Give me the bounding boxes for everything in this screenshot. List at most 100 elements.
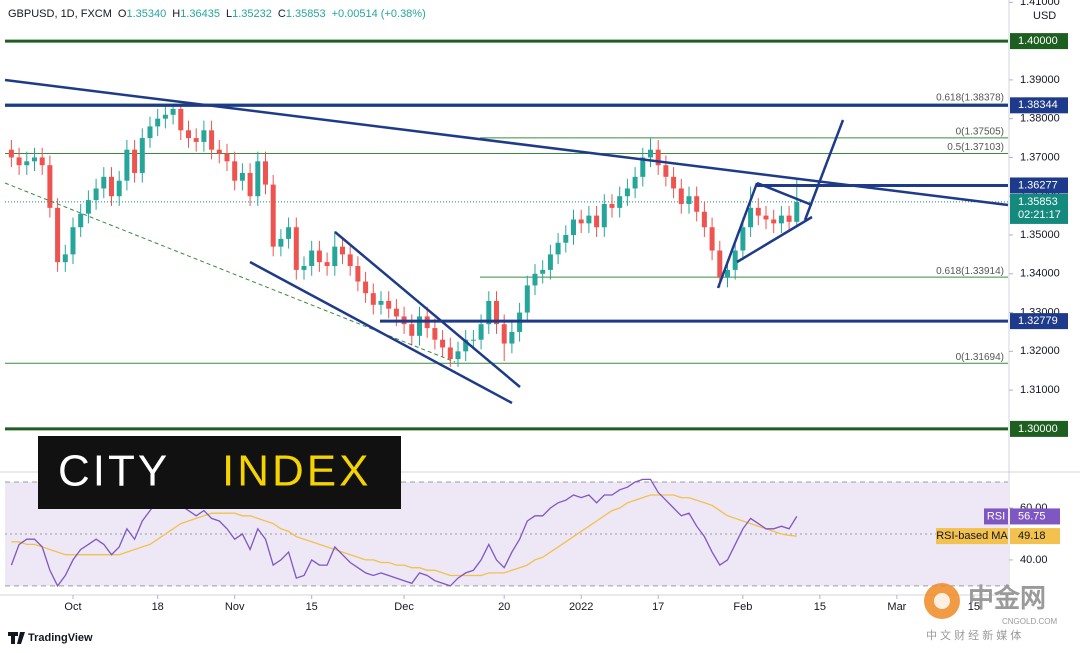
- trendline: [4, 78, 1009, 207]
- x-tick-label: Dec: [394, 601, 414, 613]
- level-tag: [1010, 33, 1068, 50]
- trendline: [803, 119, 845, 221]
- series-name-tag: [984, 508, 1008, 525]
- last-price-tag: [1010, 193, 1068, 224]
- candle-body: [540, 269, 546, 274]
- candle-body: [555, 242, 561, 255]
- currency-label: USD: [1033, 10, 1056, 22]
- header-value: 1.35340: [126, 8, 166, 20]
- tradingview-logo: [8, 632, 25, 644]
- logo-text: CITY: [58, 447, 170, 496]
- candle-body: [162, 114, 168, 119]
- cngold-text: 中金网: [968, 583, 1046, 613]
- candle-body: [416, 316, 422, 336]
- candle-body: [139, 138, 145, 173]
- header: GBPUSD, 1D, FXCM O1.35340 H1.36435 L1.35232…: [8, 8, 426, 20]
- cngold-logo: [934, 593, 950, 609]
- level-tag: [1010, 420, 1068, 437]
- candle-body: [524, 285, 530, 313]
- candle-body: [316, 250, 322, 263]
- candle-body: [686, 196, 692, 204]
- candle-body: [332, 246, 338, 267]
- candle-body: [440, 339, 446, 348]
- candle-body: [547, 254, 553, 270]
- series-line: [11, 494, 797, 577]
- candle-body: [216, 149, 222, 154]
- series-value: 49.18: [1018, 530, 1046, 542]
- header-key: C: [278, 8, 286, 20]
- series-name: RSI: [987, 510, 1005, 522]
- header-value: 1.35232: [232, 8, 272, 20]
- x-tick-label: 15: [814, 601, 826, 613]
- candle-body: [324, 262, 330, 267]
- header-key: O: [118, 8, 127, 20]
- candle-body: [493, 300, 499, 325]
- candle-body: [270, 184, 276, 247]
- x-tick-label: 20: [498, 601, 510, 613]
- y-tick-label: 1.38000: [1020, 113, 1060, 125]
- candle-body: [470, 339, 476, 341]
- x-tick-label: 15: [306, 601, 318, 613]
- y-tick-label: 1.41000: [1020, 0, 1060, 8]
- fib-label: 0(1.31694): [956, 352, 1004, 363]
- candle-body: [247, 172, 253, 197]
- candle-body: [740, 227, 746, 251]
- candle-body: [763, 215, 769, 220]
- trendlines: [4, 78, 1009, 405]
- candle-body: [794, 201, 800, 222]
- candle-body: [601, 203, 607, 228]
- candle-body: [624, 188, 630, 197]
- cngold-tagline: 中 文 财 经 新 媒 体: [926, 628, 1021, 642]
- candle-body: [509, 331, 515, 344]
- series-value: 56.75: [1018, 510, 1046, 522]
- candle-body: [16, 157, 22, 166]
- candle-body: [170, 108, 176, 115]
- candle-body: [755, 207, 761, 216]
- x-tick-label: 18: [152, 601, 164, 613]
- candle-body: [617, 196, 623, 208]
- level-tag-label: 1.36277: [1018, 179, 1058, 191]
- candle-body: [586, 215, 592, 224]
- candle-body: [386, 300, 392, 309]
- candle-body: [409, 324, 415, 336]
- candle-body: [486, 300, 492, 325]
- fib-label: 0.618(1.33914): [936, 266, 1004, 277]
- candle-body: [255, 161, 261, 197]
- candle-body: [647, 149, 653, 158]
- trendline: [736, 215, 813, 264]
- fib-label: 0.5(1.37103): [947, 142, 1004, 153]
- candle-body: [309, 250, 315, 267]
- branding: CITY INDEX TradingView 中金网 CNGOLD.COM 中 …: [8, 436, 1057, 644]
- candle-body: [663, 165, 669, 177]
- candle-body: [570, 219, 576, 235]
- tradingview-text: TradingView: [28, 632, 93, 644]
- candle-body: [339, 246, 345, 255]
- candle-body: [655, 149, 661, 166]
- series-value-tag: [1010, 528, 1060, 545]
- candle-body: [671, 176, 677, 189]
- level-tag: [1010, 97, 1068, 114]
- trendline: [716, 182, 759, 289]
- candle-body: [155, 118, 161, 127]
- candle-body: [732, 250, 738, 270]
- y-tick-label: 1.39000: [1020, 74, 1060, 86]
- candle-body: [640, 157, 646, 177]
- level-tag-label: 1.40000: [1018, 35, 1058, 47]
- x-tick-label: 15: [968, 601, 980, 613]
- y-tick-label: 1.31000: [1020, 384, 1060, 396]
- candle-body: [78, 213, 84, 228]
- y-tick-label: 1.37000: [1020, 151, 1060, 163]
- candle-body: [70, 227, 76, 255]
- candle-body: [347, 254, 353, 267]
- candle-body: [594, 215, 600, 228]
- x-tick-label: Feb: [733, 601, 752, 613]
- trendline: [249, 260, 513, 405]
- series-name: RSI-based MA: [936, 530, 1008, 542]
- candle-body: [786, 215, 792, 222]
- candle-body: [201, 130, 207, 142]
- x-tick-label: Oct: [64, 601, 81, 613]
- candle-body: [724, 269, 730, 278]
- candle-body: [701, 211, 707, 228]
- candle-body: [8, 149, 14, 158]
